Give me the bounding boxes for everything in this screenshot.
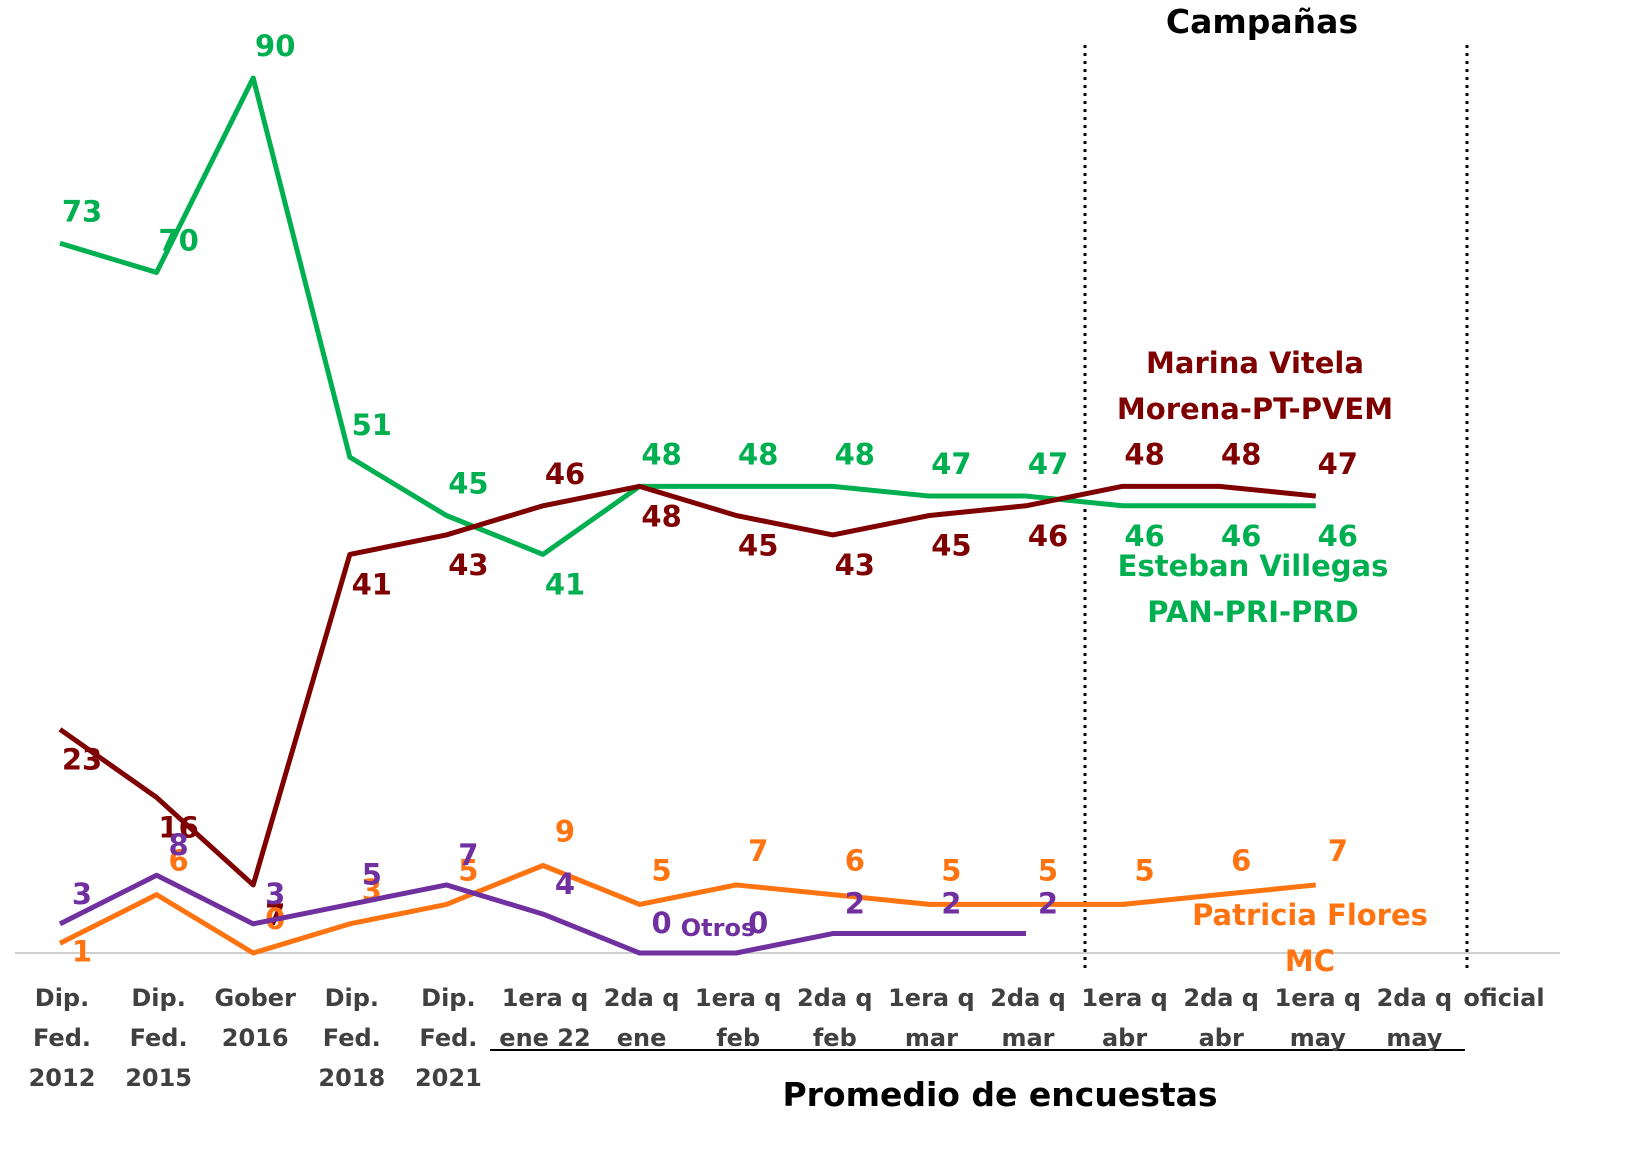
data-label: 90 xyxy=(255,29,295,63)
data-label: 5 xyxy=(652,853,672,887)
x-tick-label: 2da q ene xyxy=(603,984,680,1052)
x-tick-label: 2da q may xyxy=(1376,984,1453,1052)
data-label: 48 xyxy=(835,437,875,471)
data-label: 45 xyxy=(738,529,778,563)
data-label: 5 xyxy=(362,857,382,891)
data-label: 45 xyxy=(931,529,971,563)
data-label: 7 xyxy=(1328,834,1348,868)
data-label: 0 xyxy=(748,906,768,940)
data-label: 43 xyxy=(448,548,488,582)
series-label: Esteban Villegas PAN-PRI-PRD xyxy=(1117,549,1389,629)
data-label: 2 xyxy=(1038,887,1058,921)
x-tick-label: Dip. Fed. 2018 xyxy=(318,984,386,1092)
line xyxy=(59,75,1316,557)
x-tick-label: 1era q may xyxy=(1274,984,1362,1052)
data-label: 41 xyxy=(352,567,392,601)
data-label: 5 xyxy=(458,853,478,887)
data-label: 46 xyxy=(1318,519,1358,553)
data-label: 7 xyxy=(748,834,768,868)
data-label: 9 xyxy=(555,815,575,849)
data-label: 5 xyxy=(1135,853,1155,887)
x-tick-label: Gober 2016 xyxy=(214,984,296,1052)
data-label: 4 xyxy=(555,867,575,901)
data-label: 2 xyxy=(845,887,865,921)
x-tick-label: 1era q ene 22 xyxy=(499,984,591,1052)
data-label: 70 xyxy=(158,223,198,257)
line xyxy=(58,483,1317,888)
data-label: 7 xyxy=(458,838,478,872)
x-tick-label: Dip. Fed. 2015 xyxy=(125,984,192,1092)
data-label: 8 xyxy=(169,828,189,862)
data-label: 45 xyxy=(448,467,488,501)
data-label: 6 xyxy=(169,844,189,878)
data-label: 2 xyxy=(941,887,961,921)
x-tick-label: 1era q abr xyxy=(1081,984,1168,1052)
data-label: 48 xyxy=(1221,437,1261,471)
data-label: 47 xyxy=(1318,447,1358,481)
data-label: 43 xyxy=(835,548,875,582)
data-label: 3 xyxy=(72,877,92,911)
annotation: Campañas xyxy=(1165,2,1359,41)
data-label: 46 xyxy=(545,457,585,491)
data-label: 46 xyxy=(1221,519,1261,553)
x-tick-label: Dip. Fed. 2012 xyxy=(28,984,96,1092)
x-tick-label: 1era q mar xyxy=(888,984,975,1052)
data-label: 5 xyxy=(941,853,961,887)
data-label: 46 xyxy=(1124,519,1164,553)
data-label: 48 xyxy=(641,499,681,533)
data-label: 5 xyxy=(1038,853,1058,887)
data-label: 47 xyxy=(1028,447,1068,481)
data-label: 41 xyxy=(545,567,585,601)
data-label: 6 xyxy=(1231,844,1251,878)
x-axis-title: Promedio de encuestas xyxy=(782,1075,1218,1114)
data-label: 0 xyxy=(652,906,672,940)
series-label: Marina Vitela Morena-PT-PVEM xyxy=(1116,346,1394,426)
data-label: 48 xyxy=(738,437,778,471)
series-label: Otros xyxy=(680,914,756,942)
data-label: 16 xyxy=(158,810,198,844)
x-tick-label: Dip. Fed. 2021 xyxy=(414,984,482,1092)
line xyxy=(58,872,1026,956)
data-label: 46 xyxy=(1028,519,1068,553)
data-label: 73 xyxy=(62,194,102,228)
series-label: Patricia Flores MC xyxy=(1192,898,1428,978)
data-label: 48 xyxy=(641,437,681,471)
x-tick-label: 2da q mar xyxy=(990,984,1066,1052)
line xyxy=(58,863,1317,956)
data-label: 23 xyxy=(62,742,102,776)
x-tick-label: oficial xyxy=(1463,984,1545,1012)
x-tick-label: 2da q feb xyxy=(796,984,873,1052)
data-label: 48 xyxy=(1124,437,1164,471)
x-tick-label: 2da q abr xyxy=(1183,984,1259,1052)
data-label: 47 xyxy=(931,447,971,481)
data-label: 51 xyxy=(352,408,392,442)
x-tick-label: 1era q feb xyxy=(694,984,782,1052)
data-label: 6 xyxy=(845,844,865,878)
data-label: 3 xyxy=(265,877,285,911)
data-label: 1 xyxy=(72,934,92,968)
data-label: 7 xyxy=(265,898,285,932)
